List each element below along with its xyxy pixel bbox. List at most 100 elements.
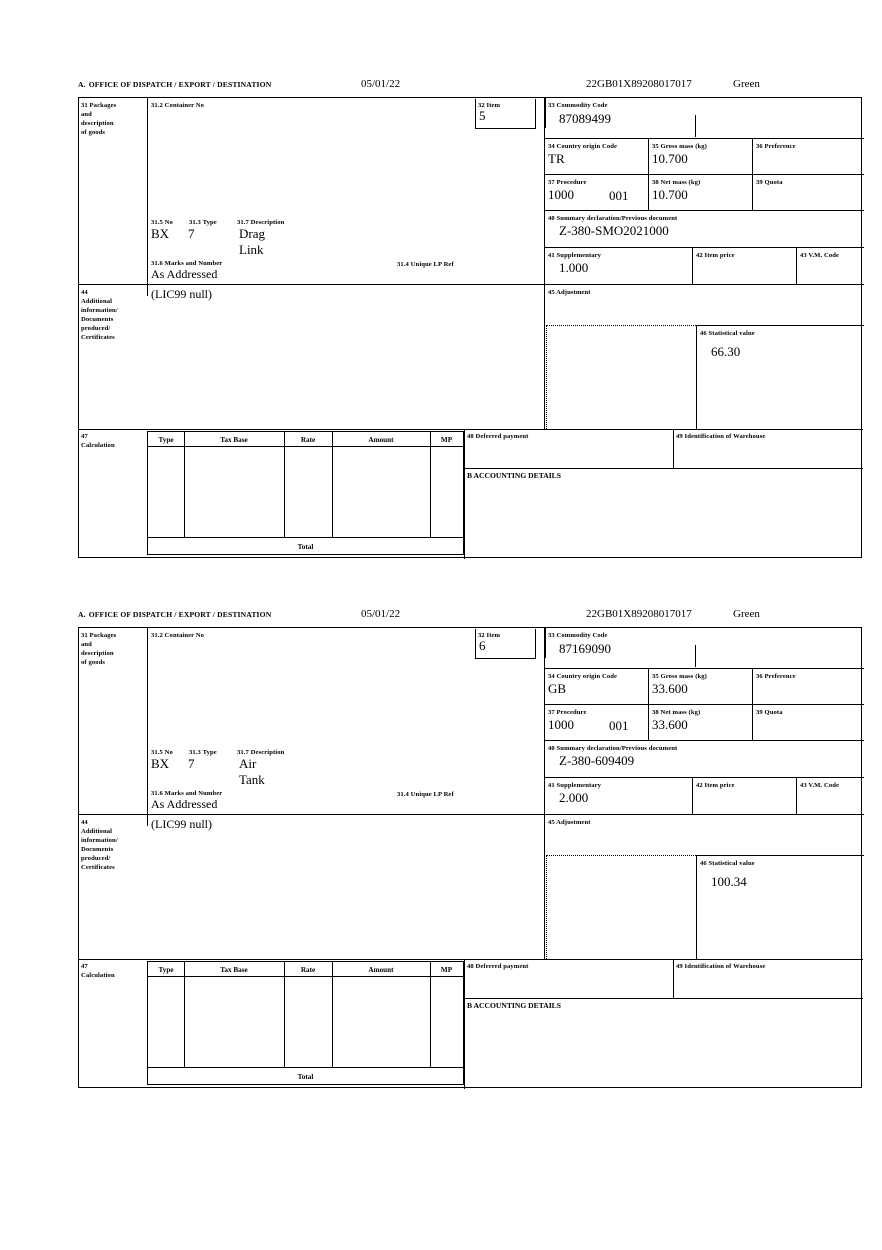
box-33-subdivider	[695, 115, 696, 137]
column-header-tax-base: Tax Base	[220, 435, 248, 444]
box-48-top-rule	[464, 959, 863, 960]
box-34-country-origin: 34 Country origin Code TR	[545, 139, 649, 174]
column-header-amount: Amount	[368, 435, 394, 444]
box-46-label: 46 Statistical value	[700, 860, 755, 867]
box-32-item-label: 32 Item	[478, 632, 501, 639]
box-b-accounting-details-label: B ACCOUNTING DETAILS	[467, 1001, 561, 1010]
box-31-6-marks-label: 31.6 Marks and Number	[151, 790, 223, 797]
box-45-dotted-horizontal	[546, 855, 696, 856]
box-32-item-value: 6	[479, 638, 486, 653]
box-31-label-line-1: 31 Packages	[81, 102, 117, 109]
box-44-value: (LIC99 null)	[151, 287, 212, 301]
calc-vsep-4	[430, 432, 431, 537]
box-48-top-rule	[464, 429, 863, 430]
box-37-procedure: 37 Procedure 1000 001	[545, 705, 649, 740]
box-31-label-line-4: of goods	[81, 129, 106, 136]
box-32-right-tick	[545, 98, 546, 128]
box-43-label: 43 V.M. Code	[800, 782, 840, 789]
box-44-label-line-2: Additional	[81, 298, 113, 305]
box-31-label-line-3: description	[81, 650, 114, 657]
movement-reference-number: 22GB01X89208017017	[586, 78, 692, 90]
box-41-supplementary: 41 Supplementary 1.000	[545, 248, 693, 284]
box-40-previous-document: 40 Summary declaration/Previous document…	[545, 741, 864, 778]
box-44-label-line-5: produced/	[81, 325, 111, 332]
box-48-deferred-payment-label: 48 Deferred payment	[467, 963, 529, 970]
calc-vsep-3	[332, 962, 333, 1067]
box-38-value: 10.700	[652, 187, 688, 202]
box-33-commodity-code: 33 Commodity Code 87169090	[545, 628, 864, 669]
box-35-gross-mass: 35 Gross mass (kg) 10.700	[649, 139, 753, 174]
box-31-4-unique-lp-ref-label: 31.4 Unique LP Ref	[397, 791, 454, 798]
box-31-divider	[147, 628, 148, 826]
box-36-preference: 36 Preference	[753, 139, 864, 174]
box-31-divider	[147, 98, 148, 296]
box-31-3-type-label: 31.3 Type	[189, 749, 217, 756]
form-body: 31 Packages and description of goods 31.…	[78, 627, 864, 1089]
calc-vsep-2	[284, 962, 285, 1067]
box-37-value: 1000	[548, 717, 574, 732]
calculation-header-row: Type Tax Base Rate Amount MP	[148, 432, 463, 447]
sad-form-item-5: A. OFFICE OF DISPATCH / EXPORT / DESTINAT…	[78, 78, 864, 559]
box-46-statistical-value: 46 Statistical value 100.34	[696, 855, 864, 959]
box-37-value: 1000	[548, 187, 574, 202]
column-header-type: Type	[158, 435, 174, 444]
box-31-7-description-label: 31.7 Description	[237, 749, 285, 756]
box-31-3-type-label: 31.3 Type	[189, 219, 217, 226]
box-48-left-divider	[464, 959, 465, 1089]
box-49-warehouse-label: 49 Identification of Warehouse	[676, 963, 766, 970]
column-header-mp: MP	[440, 435, 453, 444]
box-38-value: 33.600	[652, 717, 688, 732]
box-40-previous-document: 40 Summary declaration/Previous document…	[545, 211, 864, 248]
box-33-commodity-code: 33 Commodity Code 87089499	[545, 98, 864, 139]
box-31-7-description-value: Drag Link	[239, 226, 265, 257]
box-45-dotted-vertical	[546, 325, 547, 429]
calc-vsep-4	[430, 962, 431, 1067]
column-header-type: Type	[158, 965, 174, 974]
box-37-additional-value: 001	[609, 188, 629, 203]
box-39-quota: 39 Quota	[753, 705, 864, 740]
box-40-label: 40 Summary declaration/Previous document	[548, 745, 678, 752]
box-37-label: 37 Procedure	[548, 709, 587, 716]
declaration-date: 05/01/22	[361, 608, 401, 620]
box-49-left-divider	[673, 429, 674, 468]
box-40-label: 40 Summary declaration/Previous document	[548, 215, 678, 222]
calculation-total-row: Total	[148, 537, 463, 555]
box-31-3-type-value: 7	[188, 756, 195, 771]
calculation-table: Type Tax Base Rate Amount MP Total	[147, 431, 464, 555]
calculation-header-row: Type Tax Base Rate Amount MP	[148, 962, 463, 977]
calc-vsep-1	[184, 432, 185, 537]
box-42-label: 42 Item price	[696, 782, 735, 789]
box-b-accounting-details-label: B ACCOUNTING DETAILS	[467, 471, 561, 480]
box-44-label-line-6: Certificates	[81, 334, 115, 341]
box-38-net-mass: 38 Net mass (kg) 10.700	[649, 175, 753, 210]
box-31-6-marks-value: As Addressed	[151, 267, 218, 281]
box-49-warehouse-label: 49 Identification of Warehouse	[676, 433, 766, 440]
box-41-label: 41 Supplementary	[548, 782, 602, 789]
box-44-label-line-1: 44	[81, 819, 88, 826]
box-43-label: 43 V.M. Code	[800, 252, 840, 259]
box-46-label: 46 Statistical value	[700, 330, 755, 337]
box-45-adjustment: 45 Adjustment 46 Statistical value 100.3…	[545, 815, 864, 959]
routing-status: Green	[733, 78, 760, 90]
box-34-36-row: 34 Country origin Code GB 35 Gross mass …	[545, 669, 864, 705]
box-47-top-rule	[79, 959, 544, 960]
box-31-5-no-label: 31.5 No	[151, 219, 173, 226]
box-33-label: 33 Commodity Code	[548, 102, 608, 109]
box-47-label-line-1: 47	[81, 433, 88, 440]
box-44-label-line-5: produced/	[81, 855, 111, 862]
box-36-label: 36 Preference	[756, 673, 796, 680]
box-31-bottom-rule	[79, 814, 544, 815]
box-39-label: 39 Quota	[756, 179, 783, 186]
box-32-right-tick	[545, 628, 546, 658]
box-45-adjustment: 45 Adjustment 46 Statistical value 66.30	[545, 285, 864, 429]
box-40-value: Z-380-609409	[559, 753, 635, 768]
box-31-2-container-no-label: 31.2 Container No	[151, 632, 205, 639]
box-31-5-no-value: BX	[151, 226, 170, 241]
box-b-top-rule	[464, 468, 863, 469]
box-37-additional-value: 001	[609, 718, 629, 733]
box-44-label-line-3: information/	[81, 837, 118, 844]
box-44-label-line-4: Documents	[81, 316, 114, 323]
box-37-39-row: 37 Procedure 1000 001 38 Net mass (kg) 1…	[545, 175, 864, 211]
box-49-left-divider	[673, 959, 674, 998]
box-45-dotted-vertical	[546, 855, 547, 959]
